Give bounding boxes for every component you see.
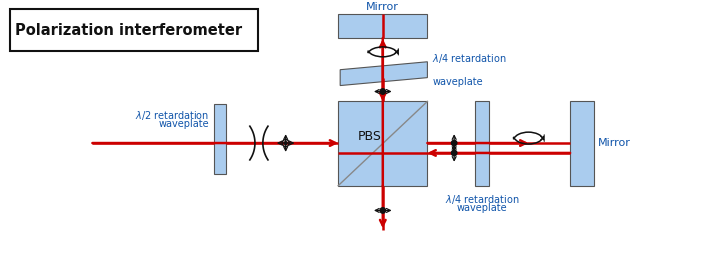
Polygon shape [340,62,428,86]
Bar [338,101,428,186]
Text: $\lambda$/4 retardation: $\lambda$/4 retardation [432,52,507,65]
Text: PBS: PBS [357,130,382,143]
Text: Polarization interferometer: Polarization interferometer [15,23,242,37]
FancyBboxPatch shape [10,9,258,51]
Bar [215,104,226,174]
Bar [570,101,594,186]
Bar [338,14,428,38]
Circle shape [380,89,385,94]
Text: $\lambda$/4 retardation: $\lambda$/4 retardation [444,193,519,206]
Circle shape [284,142,287,145]
Text: waveplate: waveplate [456,203,507,212]
Text: $\lambda$/2 retardation: $\lambda$/2 retardation [135,109,210,122]
Text: Mirror: Mirror [598,138,631,148]
Text: waveplate: waveplate [432,77,483,87]
Bar [475,101,489,186]
Circle shape [451,150,457,156]
Circle shape [380,208,385,213]
Circle shape [451,140,457,146]
Text: Mirror: Mirror [366,2,399,12]
Text: waveplate: waveplate [158,119,210,129]
